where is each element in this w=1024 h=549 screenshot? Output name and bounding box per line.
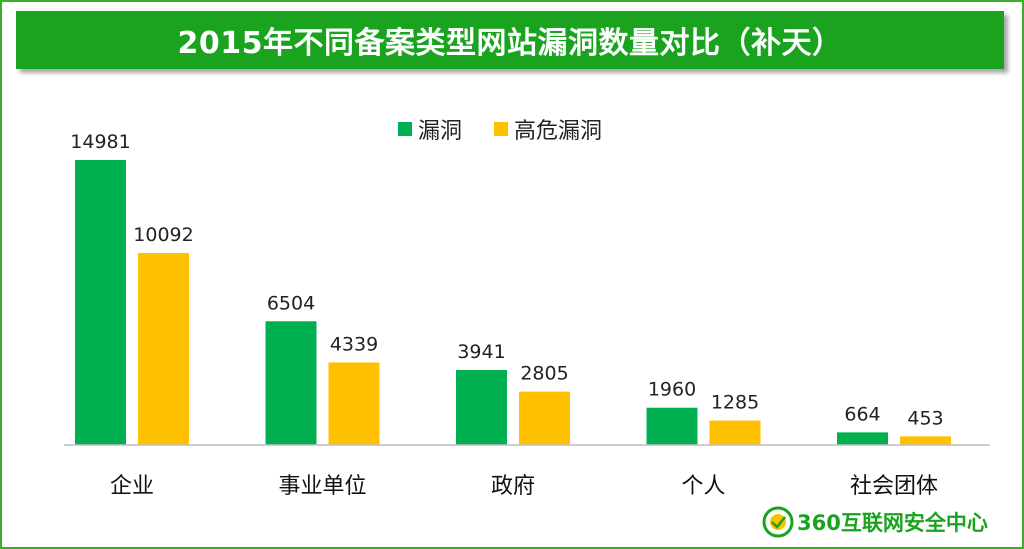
bar-high-risk-2 [519,391,570,445]
x-tick-label: 个人 [681,474,725,499]
x-tick-label: 企业 [110,474,154,499]
legend-swatch [494,122,508,136]
bar-high-risk-1 [328,362,380,445]
data-label: 2805 [520,363,568,385]
legend-label: 漏洞 [418,119,462,144]
brand-logo: 360互联网安全中心 [762,506,988,538]
data-label: 3941 [457,341,505,363]
data-label: 6504 [267,292,315,314]
brand-text: 360互联网安全中心 [797,511,988,535]
x-tick-label: 社会团体 [850,474,938,499]
title-banner: 2015年不同备案类型网站漏洞数量对比（补天） [16,11,1004,69]
x-tick-label: 政府 [491,474,535,499]
bar-vuln-0 [75,160,126,445]
data-label: 1960 [648,379,696,401]
bar-vuln-4 [837,432,888,445]
bar-high-risk-4 [900,436,951,445]
data-label: 10092 [133,224,193,246]
x-axis-labels: 企业 事业单位 政府 个人 社会团体 [110,474,938,499]
360-shield-icon [762,506,794,538]
data-label: 1285 [711,392,759,414]
legend-swatch [398,122,412,136]
bar-vuln-1 [265,321,317,445]
data-label: 4339 [330,333,378,355]
data-label: 14981 [70,131,130,153]
chart-title: 2015年不同备案类型网站漏洞数量对比（补天） [177,26,843,61]
bar-vuln-2 [456,370,507,445]
data-label: 664 [844,403,880,425]
x-tick-label: 事业单位 [278,474,366,499]
bars: 14981 10092 6504 4339 3941 2805 1960 1285 664 453 [70,131,951,445]
bar-vuln-3 [646,407,698,445]
legend-label: 高危漏洞 [514,119,602,144]
bar-high-risk-3 [709,420,761,445]
data-label: 453 [907,407,943,429]
bar-high-risk-0 [138,253,189,445]
legend: 漏洞 高危漏洞 [398,119,602,144]
